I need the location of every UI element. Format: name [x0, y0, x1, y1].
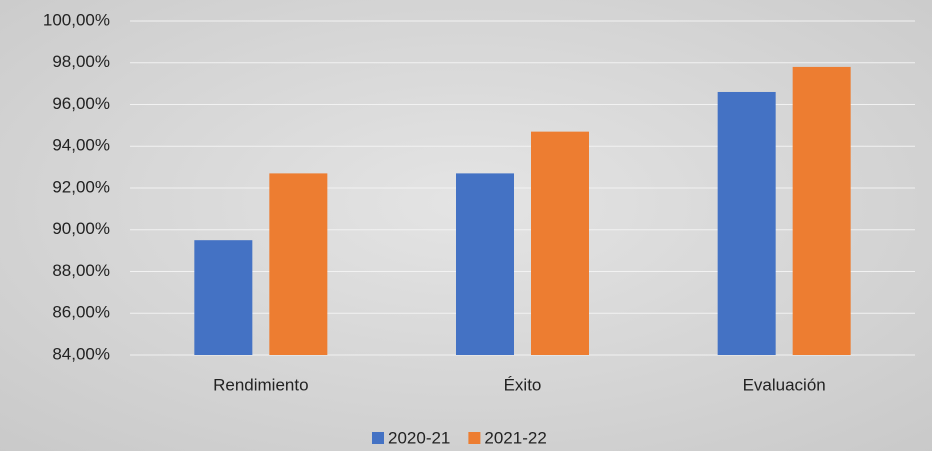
bar [531, 131, 589, 355]
y-tick-label: 84,00% [52, 344, 110, 363]
y-tick-label: 94,00% [52, 136, 110, 155]
x-tick-label: Rendimiento [213, 375, 308, 394]
legend-swatch [372, 432, 384, 444]
bar [717, 91, 776, 355]
legend-label: 2021-22 [484, 428, 546, 447]
y-tick-label: 92,00% [52, 177, 110, 196]
y-tick-label: 96,00% [52, 94, 110, 113]
y-tick-label: 90,00% [52, 219, 110, 238]
legend-swatch [468, 432, 481, 444]
y-tick-label: 86,00% [52, 303, 110, 322]
bar [456, 173, 514, 355]
y-tick-label: 100,00% [43, 10, 110, 29]
bar [194, 240, 253, 355]
x-tick-label: Éxito [504, 375, 542, 394]
y-tick-label: 88,00% [52, 261, 110, 280]
y-tick-label: 98,00% [52, 52, 110, 71]
bar [792, 66, 851, 356]
legend-label: 2020-21 [388, 428, 450, 447]
x-tick-label: Evaluación [743, 375, 826, 394]
bar [269, 173, 328, 355]
